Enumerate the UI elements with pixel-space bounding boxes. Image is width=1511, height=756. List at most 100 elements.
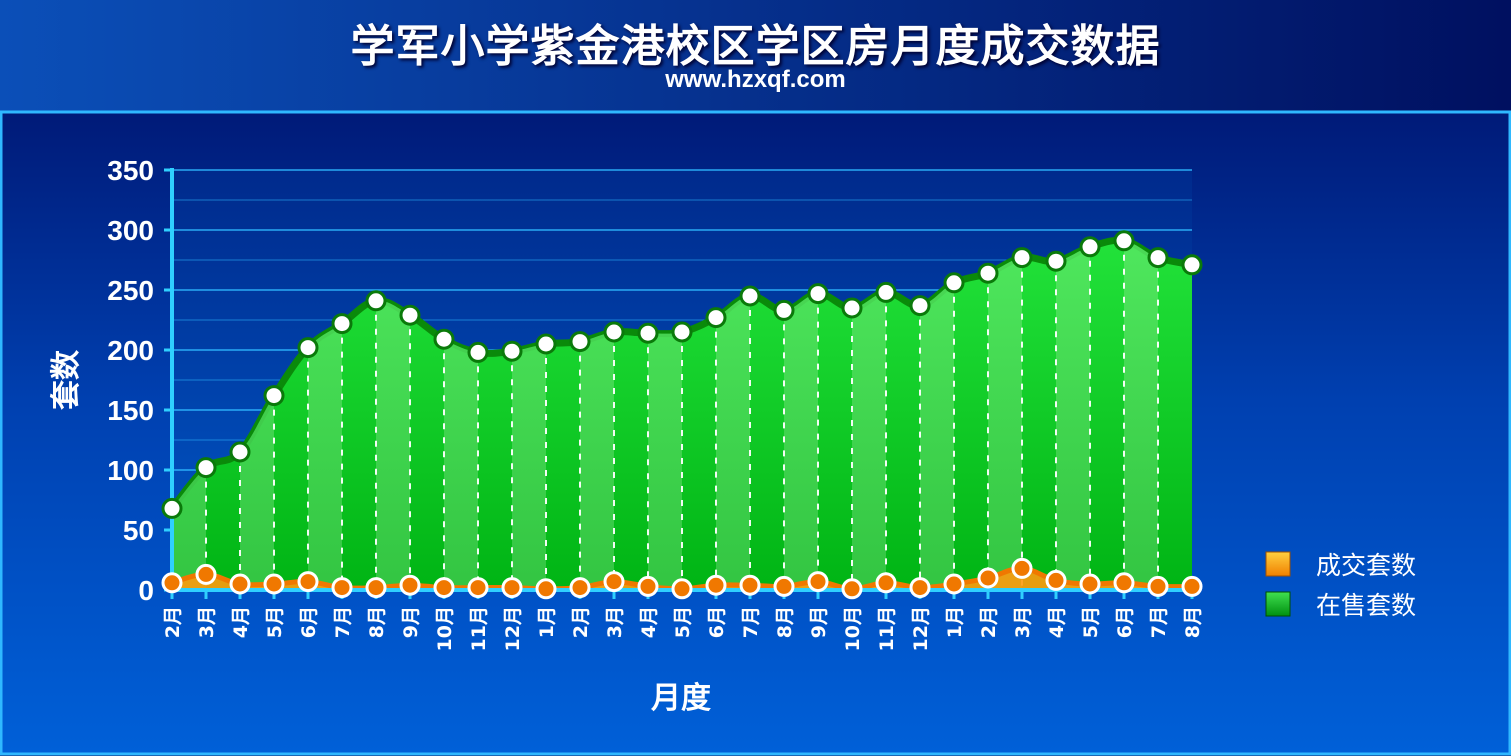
x-tick-label-13: 3月 [604,606,626,638]
listing-point-11 [535,333,557,355]
deal-point-28 [1113,572,1135,594]
deal-point-9 [467,577,489,599]
listing-point-26 [1045,250,1067,272]
x-tick-label-23: 1月 [944,606,966,638]
x-tick-label-17: 7月 [740,606,762,638]
listing-point-16 [705,307,727,329]
x-tick-label-8: 10月 [434,606,456,651]
x-tick-label-5: 7月 [332,606,354,638]
x-tick-label-15: 5月 [672,606,694,638]
x-tick-label-24: 2月 [978,606,1000,638]
x-tick-label-7: 9月 [400,606,422,638]
listing-point-6 [365,290,387,312]
listing-point-27 [1079,236,1101,258]
listing-point-15 [671,321,693,343]
data-markers [161,230,1203,600]
listing-point-17 [739,285,761,307]
x-tick-label-18: 8月 [774,606,796,638]
deal-point-18 [773,575,795,597]
listing-stripe-26 [1056,240,1090,590]
chart-title: 学军小学紫金港校区学区房月度成交数据 [350,21,1161,72]
x-tick-label-19: 9月 [808,606,830,638]
x-tick-label-9: 11月 [468,606,490,651]
deal-point-0 [161,572,183,594]
chart-subtitle: www.hzxqf.com [665,66,846,93]
listing-point-19 [807,283,829,305]
listing-point-28 [1113,230,1135,252]
listing-point-8 [433,328,455,350]
listing-point-1 [195,457,217,479]
deal-point-15 [671,578,693,600]
listing-point-10 [501,340,523,362]
listing-point-23 [943,272,965,294]
listing-point-24 [977,262,999,284]
listing-point-0 [161,497,183,519]
listing-point-12 [569,331,591,353]
x-tick-label-16: 6月 [706,606,728,638]
deal-point-27 [1079,573,1101,595]
x-tick-label-30: 8月 [1182,606,1204,638]
x-tick-label-2: 4月 [230,606,252,638]
listing-point-14 [637,322,659,344]
x-tick-label-6: 8月 [366,606,388,638]
legend-label-listings: 在售套数 [1316,591,1416,620]
y-tick-label-200: 200 [107,335,154,366]
deal-point-2 [229,573,251,595]
listing-point-4 [297,337,319,359]
header-background [0,0,1511,112]
deal-point-3 [263,573,285,595]
legend-label-deals: 成交套数 [1316,551,1416,580]
deal-point-23 [943,573,965,595]
x-tick-label-22: 12月 [910,606,932,651]
y-tick-label-0: 0 [138,575,154,606]
deal-point-26 [1045,569,1067,591]
deal-point-24 [977,567,999,589]
x-tick-label-27: 5月 [1080,606,1102,638]
x-tick-label-12: 2月 [570,606,592,638]
y-tick-label-100: 100 [107,455,154,486]
deal-point-6 [365,577,387,599]
deal-point-17 [739,574,761,596]
x-tick-label-3: 5月 [264,606,286,638]
y-tick-label-300: 300 [107,215,154,246]
deal-point-1 [195,563,217,585]
x-tick-label-1: 3月 [196,606,218,638]
listing-point-13 [603,321,625,343]
axis-labels: 0 50 100 150 200 250 300 350 2月 3月 4月 5月 6月 7月 8月 9月 10月… [107,155,1204,651]
listing-point-22 [909,295,931,317]
x-tick-label-0: 2月 [162,606,184,638]
listing-point-18 [773,299,795,321]
legend: 成交套数 在售套数 [1265,551,1416,620]
listing-point-30 [1181,254,1203,276]
deal-point-10 [501,577,523,599]
x-tick-label-26: 4月 [1046,606,1068,638]
listing-point-5 [331,313,353,335]
listing-point-9 [467,341,489,363]
x-tick-label-10: 12月 [502,606,524,651]
deal-point-13 [603,571,625,593]
listing-point-7 [399,304,421,326]
listing-stripe-24 [988,240,1022,590]
x-axis-title: 月度 [651,681,711,716]
x-tick-label-20: 10月 [842,606,864,651]
deal-point-14 [637,575,659,597]
y-tick-label-150: 150 [107,395,154,426]
deal-point-16 [705,574,727,596]
x-tick-label-14: 4月 [638,606,660,638]
deal-point-4 [297,571,319,593]
y-tick-label-250: 250 [107,275,154,306]
deal-point-30 [1181,575,1203,597]
y-tick-label-350: 350 [107,155,154,186]
legend-swatch-listings [1265,591,1291,617]
y-tick-label-50: 50 [123,515,154,546]
listing-point-21 [875,281,897,303]
deal-point-29 [1147,575,1169,597]
listing-point-20 [841,297,863,319]
y-axis-title: 套数 [49,349,84,410]
x-tick-label-28: 6月 [1114,606,1136,638]
deal-point-19 [807,571,829,593]
x-tick-label-21: 11月 [876,606,898,651]
deal-point-25 [1011,557,1033,579]
